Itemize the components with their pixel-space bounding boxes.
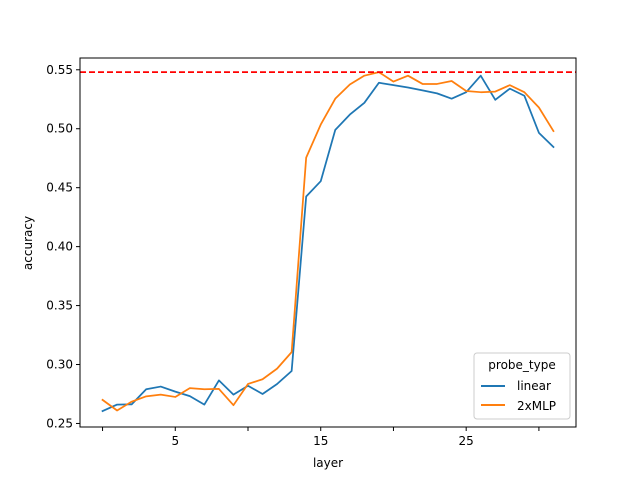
x-tick-label: 25 [459,434,474,448]
x-axis: 5 15 25 [102,427,540,448]
y-tick-label: 0.55 [46,63,73,77]
x-tick-label: 15 [313,434,328,448]
x-tick-label: 5 [171,434,179,448]
y-tick-label: 0.35 [46,299,73,313]
y-tick-label: 0.45 [46,181,73,195]
series-line-linear [101,74,555,413]
y-tick-label: 0.30 [46,358,73,372]
legend-label-linear: linear [517,379,551,393]
plot-area [79,57,577,428]
y-axis: 0.25 0.30 0.35 0.40 0.45 0.50 0.55 [46,63,80,430]
legend: probe_type linear 2xMLP [473,352,571,420]
legend-title: probe_type [488,358,555,372]
legend-frame [473,352,571,420]
y-tick-label: 0.40 [46,240,73,254]
plot-frame [79,57,577,428]
legend-label-2xmlp: 2xMLP [517,399,556,413]
y-axis-label: accuracy [21,216,35,270]
x-axis-label: layer [313,456,343,470]
series-line-2xmlp [101,71,555,412]
y-tick-label: 0.25 [46,416,73,430]
y-tick-label: 0.50 [46,122,73,136]
